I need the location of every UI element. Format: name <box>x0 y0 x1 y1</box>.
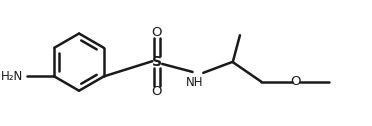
Text: S: S <box>152 55 162 69</box>
Text: O: O <box>151 85 162 98</box>
Text: O: O <box>290 75 301 88</box>
Text: H₂N: H₂N <box>1 70 23 83</box>
Text: O: O <box>151 26 162 39</box>
Text: NH: NH <box>186 76 203 89</box>
